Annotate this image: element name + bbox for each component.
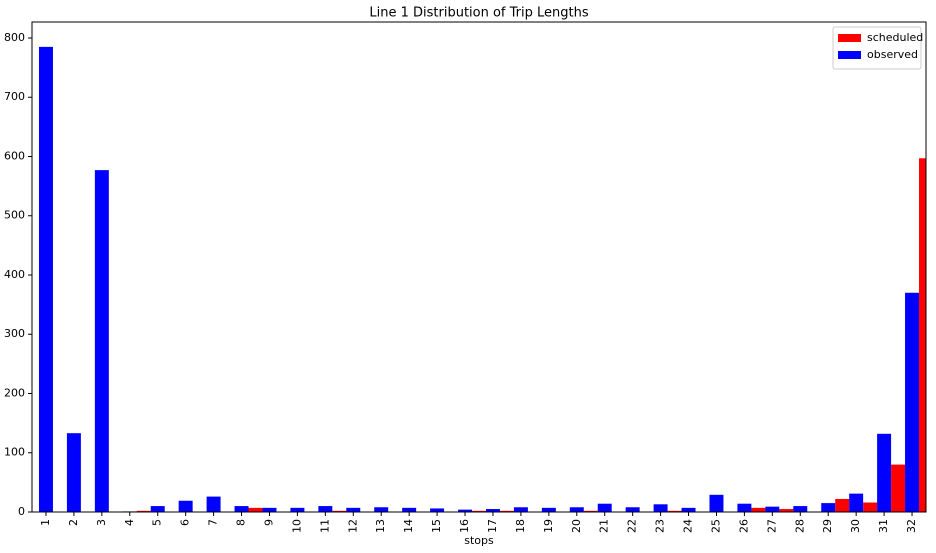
bar xyxy=(318,506,333,512)
bar xyxy=(290,507,305,512)
x-tick-label: 22 xyxy=(626,519,639,533)
x-tick-label: 21 xyxy=(598,519,611,533)
x-tick-label: 28 xyxy=(793,519,806,533)
bar xyxy=(765,506,780,512)
bar xyxy=(569,507,584,512)
bar xyxy=(541,507,556,512)
x-tick-label: 12 xyxy=(346,519,359,533)
bar xyxy=(346,507,361,512)
x-tick-label: 2 xyxy=(67,519,80,526)
bar xyxy=(877,433,892,512)
x-tick-label: 4 xyxy=(123,519,136,526)
x-tick-label: 20 xyxy=(570,519,583,533)
bar xyxy=(709,494,724,512)
x-tick-label: 26 xyxy=(737,519,750,533)
legend-swatch xyxy=(838,34,861,42)
bar xyxy=(919,158,926,512)
x-tick-label: 8 xyxy=(235,519,248,526)
x-tick-label: 27 xyxy=(765,519,778,533)
bar xyxy=(681,507,696,512)
bar xyxy=(38,46,53,512)
x-tick-label: 17 xyxy=(486,519,499,533)
legend-label: scheduled xyxy=(867,31,923,44)
x-tick-label: 19 xyxy=(542,519,555,533)
bar xyxy=(248,507,263,512)
legend-label: observed xyxy=(867,48,918,61)
x-tick-label: 6 xyxy=(179,519,192,526)
bar xyxy=(485,509,500,512)
x-tick-label: 25 xyxy=(709,519,722,533)
bar xyxy=(513,507,528,512)
x-tick-label: 23 xyxy=(654,519,667,533)
bar xyxy=(374,507,389,512)
x-tick-label: 30 xyxy=(849,519,862,533)
x-tick-label: 15 xyxy=(430,519,443,533)
bar xyxy=(499,510,514,512)
bar xyxy=(597,503,612,512)
x-tick-label: 5 xyxy=(151,519,164,526)
bar xyxy=(835,498,850,512)
x-axis-label: stops xyxy=(464,534,494,547)
bar xyxy=(863,502,878,512)
x-tick-label: 3 xyxy=(95,519,108,526)
bar xyxy=(234,506,249,512)
x-tick-label: 7 xyxy=(207,519,220,526)
bar xyxy=(402,507,417,512)
bar xyxy=(136,510,151,512)
x-tick-label: 29 xyxy=(821,519,834,533)
bar xyxy=(737,503,752,512)
y-tick-label: 300 xyxy=(4,327,25,340)
bar xyxy=(653,504,668,512)
x-tick-label: 13 xyxy=(374,519,387,533)
x-tick-label: 1 xyxy=(39,519,52,526)
x-tick-label: 16 xyxy=(458,519,471,533)
y-tick-label: 700 xyxy=(4,90,25,103)
bars xyxy=(38,46,926,512)
bar xyxy=(583,510,598,512)
bar xyxy=(625,507,640,512)
y-tick-label: 500 xyxy=(4,209,25,222)
x-tick-label: 24 xyxy=(682,519,695,533)
bar xyxy=(821,503,836,512)
x-tick-label: 31 xyxy=(877,519,890,533)
y-tick-label: 0 xyxy=(18,505,25,518)
x-tick-label: 32 xyxy=(905,519,918,533)
bar xyxy=(458,509,473,512)
bar xyxy=(905,292,920,512)
bar xyxy=(891,464,906,512)
y-tick-label: 100 xyxy=(4,446,25,459)
y-tick-label: 400 xyxy=(4,268,25,281)
bar xyxy=(206,496,221,512)
y-tick-label: 200 xyxy=(4,386,25,399)
bar xyxy=(178,500,193,512)
legend: scheduled observed xyxy=(832,26,923,70)
bar xyxy=(472,510,486,512)
bar xyxy=(849,493,864,512)
bar xyxy=(94,170,109,512)
bar xyxy=(751,507,766,512)
bar xyxy=(66,433,81,512)
y-tick-label: 600 xyxy=(4,149,25,162)
bar xyxy=(262,507,277,512)
plot-frame xyxy=(31,21,927,513)
x-tick-label: 10 xyxy=(290,519,303,533)
y-tick-label: 800 xyxy=(4,31,25,44)
bar xyxy=(667,510,682,512)
bar xyxy=(150,506,165,512)
x-tick-label: 9 xyxy=(262,519,275,526)
x-tick-label: 11 xyxy=(318,519,331,533)
bar xyxy=(779,509,794,512)
bar xyxy=(430,508,445,512)
legend-swatch xyxy=(838,51,861,59)
bar xyxy=(332,510,347,512)
bar xyxy=(793,506,808,512)
chart-title: Line 1 Distribution of Trip Lengths xyxy=(369,6,588,21)
x-tick-label: 14 xyxy=(402,519,415,533)
x-tick-label: 18 xyxy=(514,519,527,533)
